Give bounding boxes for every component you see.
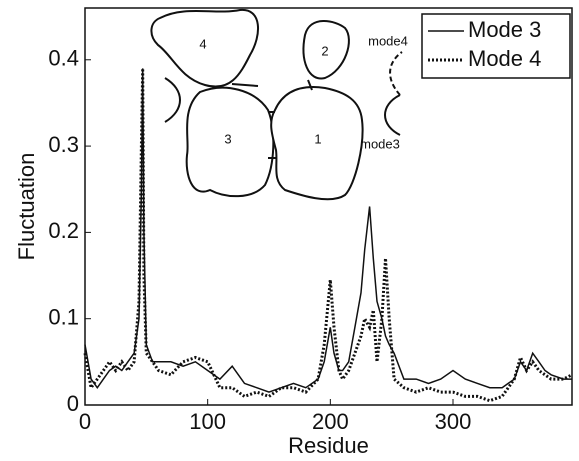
legend-box bbox=[421, 13, 571, 79]
y-tick-label: 0.2 bbox=[48, 218, 79, 243]
annotation: 1 bbox=[314, 131, 321, 146]
inset-diagram: 4 2 3 1 mode4 mode3 bbox=[150, 8, 408, 201]
y-tick-label: 0 bbox=[67, 391, 79, 416]
y-axis-label: Fluctuation bbox=[14, 153, 39, 261]
annotation: 4 bbox=[199, 36, 206, 51]
y-tick-label: 0.4 bbox=[48, 46, 79, 71]
y-tick-label: 0.1 bbox=[48, 305, 79, 330]
series-line bbox=[83, 68, 573, 403]
legend-label: Mode 4 bbox=[468, 46, 541, 71]
annotation: 2 bbox=[321, 43, 328, 58]
link bbox=[231, 79, 313, 159]
x-tick-label: 200 bbox=[312, 409, 349, 434]
domain-3 bbox=[185, 86, 275, 198]
series-line bbox=[84, 68, 572, 393]
x-tick-label: 100 bbox=[189, 409, 226, 434]
x-axis-label: Residue bbox=[288, 433, 369, 458]
x-tick-label: 0 bbox=[79, 409, 91, 434]
domain-2 bbox=[302, 20, 350, 80]
plot-frame bbox=[84, 7, 573, 406]
domain-4 bbox=[150, 8, 260, 88]
y-tick-label: 0.3 bbox=[48, 132, 79, 157]
arrow-left bbox=[164, 77, 181, 123]
annotation: mode3 bbox=[360, 136, 400, 151]
arrow-mode4 bbox=[389, 51, 403, 96]
annotation: mode4 bbox=[368, 33, 408, 48]
arrow-mode3 bbox=[384, 94, 401, 136]
annotation: 3 bbox=[224, 131, 231, 146]
domain-1 bbox=[270, 86, 364, 201]
x-tick-label: 300 bbox=[435, 409, 472, 434]
legend-label: Mode 3 bbox=[468, 17, 541, 42]
